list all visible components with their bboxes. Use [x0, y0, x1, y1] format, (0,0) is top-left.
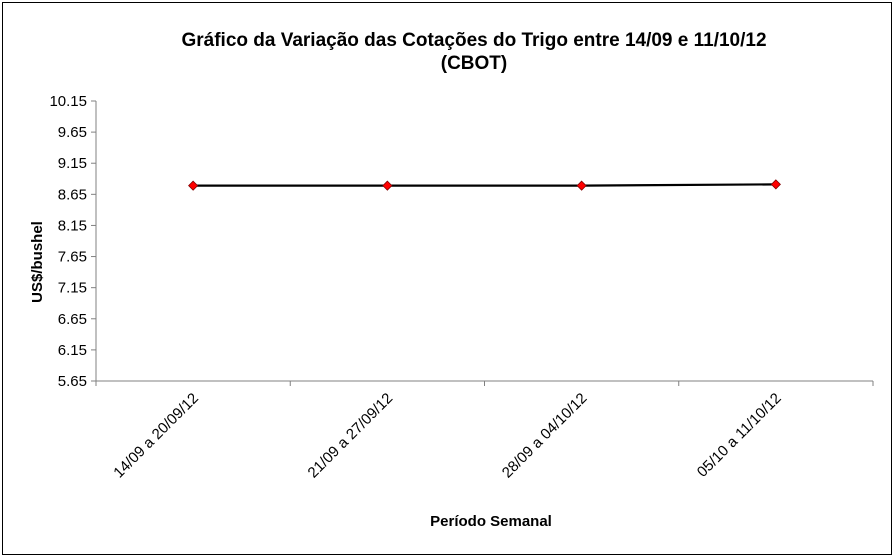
y-axis: 5.65 6.15 6.65 7.15 7.65 8.15 8.65 9.15 9.65 10.1…: [49, 93, 97, 390]
y-tick-label: 7.15: [58, 280, 87, 297]
x-axis-label: Período Semanal: [430, 513, 552, 530]
y-tick-label: 8.65: [58, 186, 87, 203]
data-point: [188, 180, 199, 191]
chart-subtitle: (CBOT): [441, 53, 507, 74]
x-tick-label: 14/09 a 20/09/12: [110, 390, 202, 482]
x-axis: 14/09 a 20/09/12 21/09 a 27/09/12 28/09 a …: [95, 380, 874, 482]
y-tick-label: 6.15: [58, 342, 87, 359]
y-tick-label: 10.15: [49, 93, 87, 110]
data-point: [770, 179, 781, 190]
y-tick-label: 9.15: [58, 155, 87, 172]
data-point: [576, 180, 587, 191]
y-axis-label: US$/bushel: [29, 221, 46, 303]
chart-title: Gráfico da Variação das Cotações do Trig…: [181, 30, 766, 51]
y-tick-label: 9.65: [58, 124, 87, 141]
x-tick-label: 21/09 a 27/09/12: [305, 390, 397, 482]
y-tick-label: 7.65: [58, 249, 87, 266]
data-point: [382, 180, 393, 191]
plot-area: [188, 179, 781, 191]
y-tick-label: 8.15: [58, 217, 87, 234]
x-tick-label: 05/10 a 11/10/12: [694, 390, 785, 481]
y-tick-label: 5.65: [58, 373, 87, 390]
x-tick-label: 28/09 a 04/10/12: [499, 390, 591, 482]
y-tick-label: 6.65: [58, 311, 87, 328]
series-line: [193, 183, 776, 187]
